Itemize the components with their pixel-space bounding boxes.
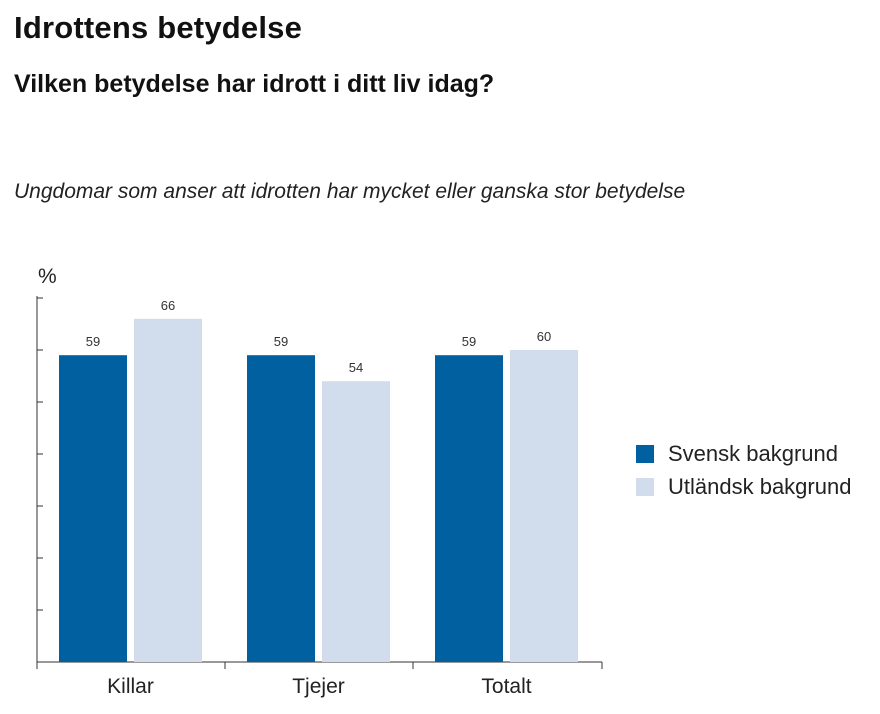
legend-swatch-utlandsk (636, 477, 654, 496)
data-label: 66 (161, 298, 175, 313)
y-axis-label: % (38, 265, 57, 288)
legend: Svensk bakgrund Utländsk bakgrund (636, 437, 851, 503)
data-label: 59 (86, 334, 100, 349)
bar-killar-svensk (59, 355, 127, 662)
x-tick-label-tjejer: Tjejer (292, 675, 345, 698)
data-label: 54 (349, 360, 363, 375)
bar-totalt-utlandsk (510, 350, 578, 662)
legend-item-svensk: Svensk bakgrund (636, 437, 851, 470)
legend-label-utlandsk: Utländsk bakgrund (668, 473, 852, 499)
chart-caption: Ungdomar som anser att idrotten har myck… (14, 180, 686, 203)
data-label: 59 (274, 334, 288, 349)
chart-subtitle: Vilken betydelse har idrott i ditt liv i… (14, 70, 495, 98)
data-label: 60 (537, 329, 551, 344)
x-tick-label-killar: Killar (107, 675, 154, 698)
x-tick-label-totalt: Totalt (481, 675, 531, 698)
data-label: 59 (462, 334, 476, 349)
bar-tjejer-utlandsk (322, 381, 390, 662)
legend-swatch-svensk (636, 444, 654, 463)
chart-title: Idrottens betydelse (14, 10, 303, 45)
bar-tjejer-svensk (247, 355, 315, 662)
legend-item-utlandsk: Utländsk bakgrund (636, 470, 851, 503)
legend-label-svensk: Svensk bakgrund (668, 440, 838, 466)
bar-killar-utlandsk (134, 318, 202, 662)
bar-totalt-svensk (435, 355, 503, 662)
